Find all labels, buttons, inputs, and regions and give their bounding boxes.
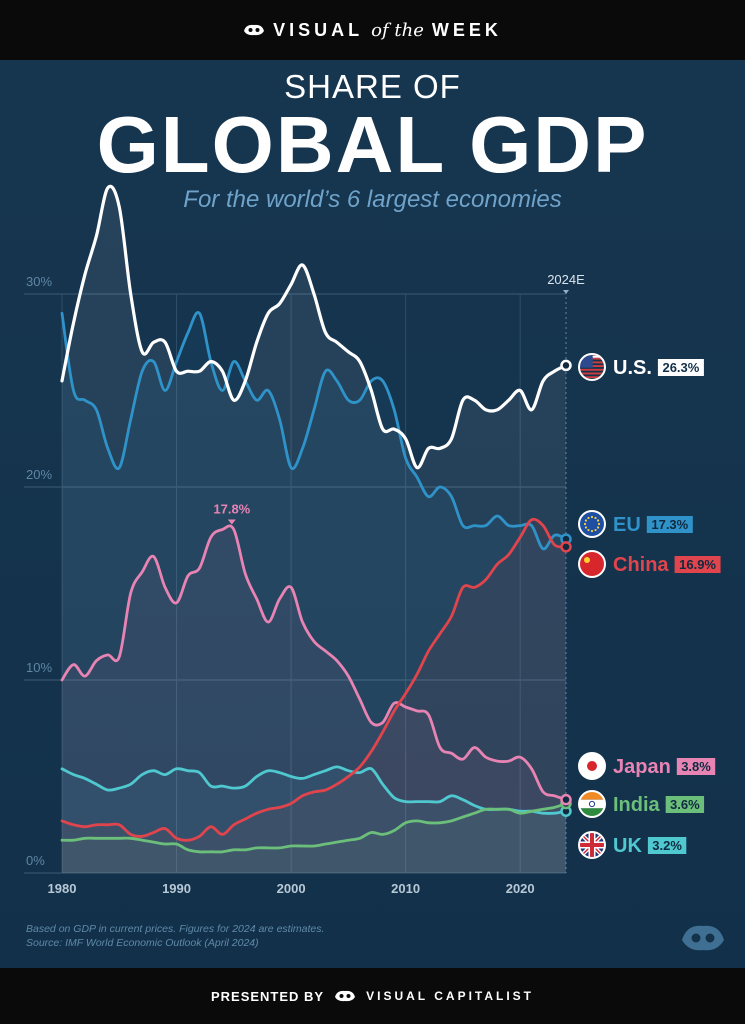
legend-value-badge bbox=[676, 758, 716, 775]
legend-value-badge bbox=[647, 837, 687, 854]
flag-stripe bbox=[579, 376, 605, 379]
legend-value: 3.2% bbox=[652, 838, 682, 853]
flag-sun bbox=[587, 761, 597, 771]
sponsor-name: VISUAL CAPITALIST bbox=[366, 989, 535, 1003]
end-point-china bbox=[560, 541, 572, 553]
flag-band bbox=[579, 808, 605, 817]
area-us bbox=[62, 186, 566, 873]
flag-star bbox=[594, 516, 597, 520]
footer-bar: PRESENTED BY VISUAL CAPITALIST bbox=[0, 968, 745, 1024]
legend-entry-india: India 3.6% bbox=[578, 790, 705, 818]
legend-name: EU bbox=[613, 514, 641, 536]
legend-value: 16.9% bbox=[679, 557, 716, 572]
footnote-source: Source: IMF World Economic Outlook (Apri… bbox=[26, 937, 259, 949]
flag-star bbox=[587, 516, 590, 520]
flag-star bbox=[590, 529, 594, 533]
flag-star bbox=[597, 522, 601, 526]
legend-value-badge bbox=[657, 359, 704, 376]
brand-week: WEEK bbox=[431, 19, 502, 40]
legend-name: Japan bbox=[613, 756, 671, 778]
series-line-japan bbox=[60, 524, 568, 802]
series-line-eu bbox=[60, 311, 568, 551]
area-eu bbox=[62, 312, 566, 874]
legend-value: 3.8% bbox=[681, 759, 711, 774]
flag-band bbox=[579, 799, 605, 809]
flag-star bbox=[584, 519, 588, 522]
brand-of-the: of the bbox=[371, 19, 424, 41]
flag-stripe bbox=[579, 368, 605, 371]
flag-wheel bbox=[588, 800, 596, 808]
series-line-uk bbox=[60, 765, 568, 815]
flag-star bbox=[584, 557, 590, 563]
flag-ring bbox=[578, 550, 606, 578]
flag-band bbox=[579, 791, 605, 800]
end-marker-arrow bbox=[563, 290, 569, 294]
visual-capitalist-logo-icon bbox=[244, 24, 265, 36]
flag-ring bbox=[578, 752, 606, 780]
header-bar: VISUAL of the WEEK bbox=[0, 0, 745, 60]
x-tick-label: 2010 bbox=[391, 881, 420, 896]
legend-entry-uk: UK 3.2% bbox=[578, 831, 687, 859]
title-line-1: SHARE OF bbox=[284, 68, 461, 105]
flag-stripe bbox=[579, 372, 605, 375]
flag-in-icon bbox=[579, 791, 605, 817]
legend-value: 17.3% bbox=[651, 517, 688, 532]
y-tick-label: 0% bbox=[26, 853, 45, 868]
flag-ring bbox=[578, 831, 606, 859]
flag-star bbox=[584, 526, 588, 529]
series-line-india bbox=[60, 802, 568, 854]
x-tick-label: 2000 bbox=[277, 881, 306, 896]
flag-ring bbox=[578, 353, 606, 381]
area-china bbox=[62, 519, 566, 873]
peak-marker-arrow bbox=[227, 519, 236, 525]
y-tick-label: 20% bbox=[26, 467, 52, 482]
legend-name: China bbox=[613, 554, 669, 576]
flag-star bbox=[583, 522, 587, 526]
brand-visual: VISUAL bbox=[273, 19, 364, 40]
end-point-us bbox=[560, 359, 572, 372]
end-point-japan bbox=[560, 793, 572, 806]
legend-name: India bbox=[613, 794, 661, 816]
area-japan bbox=[62, 525, 566, 873]
legend-entry-eu: EU 17.3% bbox=[578, 510, 693, 538]
legend-value: 3.6% bbox=[670, 797, 700, 812]
x-tick-label: 2020 bbox=[506, 881, 535, 896]
legend-entry-us: U.S. 26.3% bbox=[578, 353, 704, 381]
presented-by-label: PRESENTED BY bbox=[210, 988, 325, 1004]
flag-star bbox=[596, 526, 600, 529]
legend-name: U.S. bbox=[613, 357, 652, 379]
legend-value-badge bbox=[674, 556, 721, 573]
subtitle: For the world’s 6 largest economies bbox=[183, 186, 562, 213]
area-india bbox=[62, 803, 566, 873]
end-year-label: 2024E bbox=[547, 272, 585, 287]
series-line-us bbox=[60, 184, 568, 470]
flag-star bbox=[596, 519, 600, 522]
legend-value: 26.3% bbox=[662, 360, 699, 375]
flag-ring bbox=[578, 510, 606, 538]
legend-entry-china: China 16.9% bbox=[578, 550, 721, 578]
peak-label: 17.8% bbox=[213, 501, 250, 516]
flag-star bbox=[594, 528, 597, 532]
visual-capitalist-logo-icon bbox=[335, 990, 356, 1002]
area-uk bbox=[62, 766, 566, 873]
legend-value-badge bbox=[665, 796, 705, 813]
flag-cross bbox=[590, 832, 594, 858]
series-line-china bbox=[60, 517, 568, 842]
flag-star bbox=[587, 528, 590, 532]
flag-ring bbox=[578, 790, 606, 818]
y-tick-label: 30% bbox=[26, 274, 52, 289]
x-tick-label: 1990 bbox=[162, 881, 191, 896]
y-tick-label: 10% bbox=[26, 660, 52, 675]
legend-name: UK bbox=[613, 835, 642, 857]
title-line-2: GLOBAL GDP bbox=[96, 100, 649, 189]
footnote: Based on GDP in current prices. Figures … bbox=[26, 922, 324, 950]
flag-star bbox=[590, 515, 594, 519]
legend-entry-japan: Japan 3.8% bbox=[578, 752, 716, 780]
footnote-note: Based on GDP in current prices. Figures … bbox=[26, 923, 325, 935]
corner-logo-icon bbox=[682, 925, 724, 951]
legend-value-badge bbox=[646, 516, 693, 533]
x-tick-label: 1980 bbox=[48, 881, 77, 896]
